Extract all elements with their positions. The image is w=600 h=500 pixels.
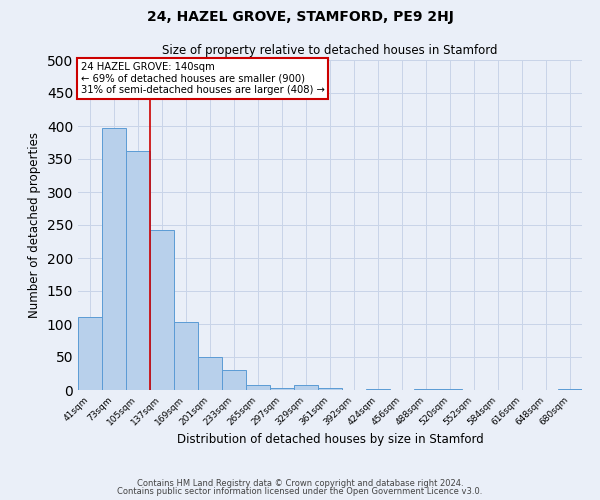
Text: Contains HM Land Registry data © Crown copyright and database right 2024.: Contains HM Land Registry data © Crown c… (137, 478, 463, 488)
Bar (174, 322, 198, 390)
Bar (126, 151, 150, 390)
Bar (150, 230, 174, 390)
Bar (222, 370, 246, 390)
Bar (102, 128, 126, 390)
Bar (270, 388, 294, 390)
Title: Size of property relative to detached houses in Stamford: Size of property relative to detached ho… (162, 44, 498, 58)
Bar (246, 384, 270, 390)
Y-axis label: Number of detached properties: Number of detached properties (28, 132, 41, 318)
Bar (294, 386, 318, 390)
Bar (366, 388, 390, 390)
X-axis label: Distribution of detached houses by size in Stamford: Distribution of detached houses by size … (176, 432, 484, 446)
Bar (558, 388, 582, 390)
Text: 24, HAZEL GROVE, STAMFORD, PE9 2HJ: 24, HAZEL GROVE, STAMFORD, PE9 2HJ (146, 10, 454, 24)
Bar (198, 357, 222, 390)
Bar (78, 316, 102, 390)
Text: Contains public sector information licensed under the Open Government Licence v3: Contains public sector information licen… (118, 487, 482, 496)
Text: 24 HAZEL GROVE: 140sqm
← 69% of detached houses are smaller (900)
31% of semi-de: 24 HAZEL GROVE: 140sqm ← 69% of detached… (80, 62, 325, 95)
Bar (318, 388, 342, 390)
